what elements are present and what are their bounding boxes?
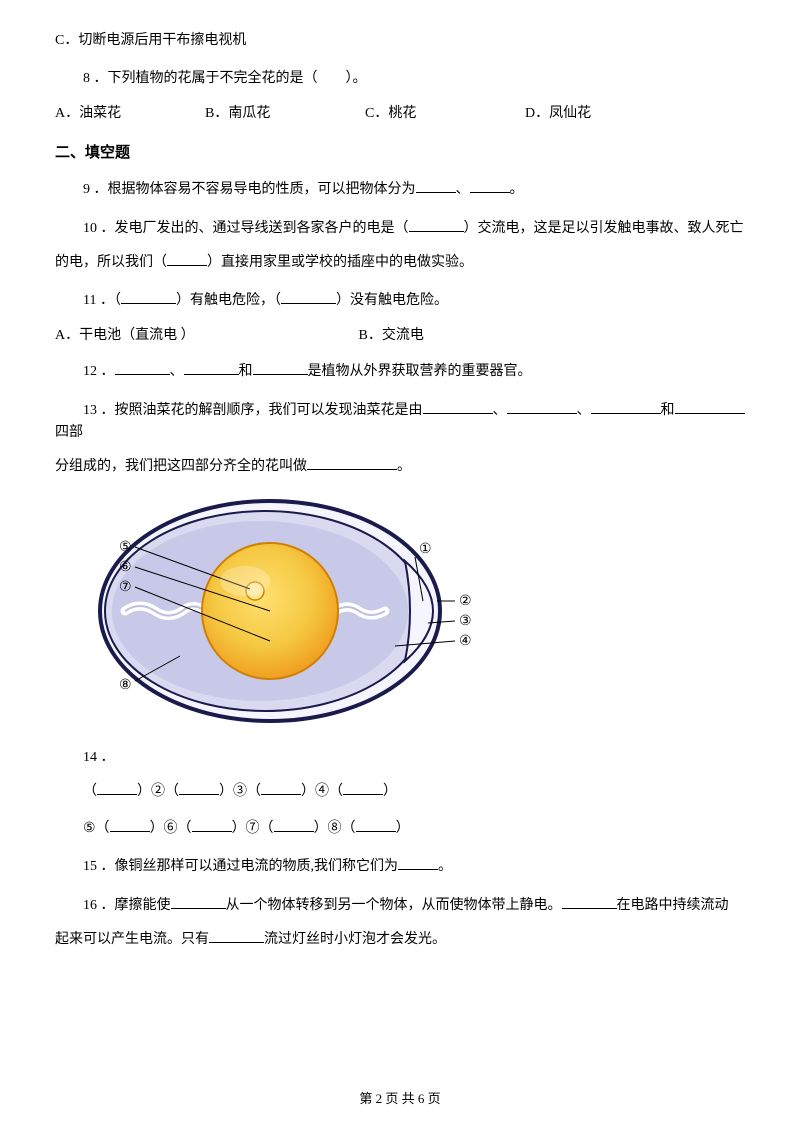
egg-label-1: ①	[419, 542, 432, 557]
q10-line2: 的电，所以我们（ ）直接用家里或学校的插座中的电做实验。	[55, 252, 745, 274]
egg-label-6: ⑥	[119, 560, 132, 575]
section-2-title: 二、填空题	[55, 141, 745, 165]
q10-p2: ）交流电，这是足以引发触电事故、致人死亡	[464, 221, 744, 236]
q14-blank-1[interactable]	[97, 781, 137, 795]
q11-p3: ）没有触电危险。	[336, 293, 448, 308]
egg-diagram: ⑤ ⑥ ⑦ ⑧ ① ② ③ ④	[85, 491, 745, 739]
q15: 15 ．像铜丝那样可以通过电流的物质,我们称它们为 。	[55, 856, 745, 878]
q12: 12 ． 、 和 是植物从外界获取营养的重要器官。	[55, 361, 745, 383]
q13-blank-2[interactable]	[507, 400, 577, 414]
q8-opt-c: C．桃花	[365, 103, 525, 125]
q11-opt-b: B．交流电	[359, 325, 424, 347]
q13-line1: 13 ．按照油菜花的解剖顺序，我们可以发现油菜花是由 、 、 和四部	[55, 400, 745, 445]
q11-opt-a: A．干电池（直流电 ）	[55, 325, 355, 347]
egg-svg: ⑤ ⑥ ⑦ ⑧ ① ② ③ ④	[85, 491, 475, 731]
q13-s2: 、	[577, 403, 591, 418]
q15-blank[interactable]	[398, 856, 438, 870]
q14-blank-5[interactable]	[110, 818, 150, 832]
q14-blank-4[interactable]	[343, 781, 383, 795]
page-footer: 第 2 页 共 6 页	[0, 1089, 800, 1110]
q10-p3: 的电，所以我们（	[55, 255, 167, 270]
q9-pre: 9 ．根据物体容易不容易导电的性质，可以把物体分为	[83, 182, 416, 197]
q10-line1: 10 ．发电厂发出的、通过导线送到各家各户的电是（ ）交流电，这是足以引发触电事故…	[55, 218, 745, 240]
q8-stem: 8 ．下列植物的花属于不完全花的是（ ）。	[55, 68, 745, 90]
q8-options: A．油菜花 B．南瓜花 C．桃花 D．凤仙花	[55, 103, 745, 125]
q14-line2: ⑤（）⑥（）⑦（）⑧（）	[83, 818, 745, 840]
q10-blank-2[interactable]	[167, 252, 207, 266]
q16-blank-3[interactable]	[209, 929, 264, 943]
q12-blank-2[interactable]	[184, 361, 239, 375]
q14-num: 14 ．	[55, 747, 745, 769]
egg-label-8: ⑧	[119, 678, 132, 693]
egg-label-5: ⑤	[119, 540, 132, 555]
q12-p1: 12 ．	[83, 364, 115, 379]
q8-opt-d: D．凤仙花	[525, 103, 591, 125]
egg-label-7: ⑦	[119, 580, 132, 595]
q14-blank-8[interactable]	[356, 818, 396, 832]
q16-p2: 从一个物体转移到另一个物体，从而使物体带上静电。	[226, 898, 562, 913]
q11-blank-2[interactable]	[281, 290, 336, 304]
q16-p1: 16 ．摩擦能使	[83, 898, 171, 913]
q15-p2: 。	[438, 859, 452, 874]
egg-label-3: ③	[459, 614, 472, 629]
q13-blank-1[interactable]	[423, 400, 493, 414]
q16-line2: 起来可以产生电流。只有 流过灯丝时小灯泡才会发光。	[55, 929, 745, 951]
q11-p2: ）有触电危险，（	[176, 293, 281, 308]
q16-p3: 在电路中持续流动	[617, 898, 729, 913]
q11-blank-1[interactable]	[121, 290, 176, 304]
q14-blank-7[interactable]	[274, 818, 314, 832]
q9-blank-2[interactable]	[470, 179, 510, 193]
q13-p1: 13 ．按照油菜花的解剖顺序，我们可以发现油菜花是由	[83, 403, 423, 418]
q13-line2: 分组成的，我们把这四部分齐全的花叫做 。	[55, 456, 745, 478]
q14-blank-2[interactable]	[179, 781, 219, 795]
q13-s1: 、	[493, 403, 507, 418]
q16-blank-1[interactable]	[171, 895, 226, 909]
q10-p1: 10 ．发电厂发出的、通过导线送到各家各户的电是（	[83, 221, 409, 236]
q12-mid: 和	[239, 364, 253, 379]
q14-blank-3[interactable]	[261, 781, 301, 795]
q16-line1: 16 ．摩擦能使 从一个物体转移到另一个物体，从而使物体带上静电。 在电路中持续流动	[55, 895, 745, 917]
q13-and: 和	[661, 403, 675, 418]
q12-post: 是植物从外界获取营养的重要器官。	[308, 364, 532, 379]
q11-options: A．干电池（直流电 ） B．交流电	[55, 325, 745, 347]
q8-opt-b: B．南瓜花	[205, 103, 365, 125]
egg-label-2: ②	[459, 594, 472, 609]
q11-p1: 11 ．（	[83, 293, 121, 308]
q13-blank-5[interactable]	[307, 456, 397, 470]
q16-blank-2[interactable]	[562, 895, 617, 909]
q8-opt-a: A．油菜花	[55, 103, 205, 125]
q16-p4: 起来可以产生电流。只有	[55, 932, 209, 947]
q13-p2: 四部	[55, 425, 83, 440]
q13-blank-4[interactable]	[675, 400, 745, 414]
q9-blank-1[interactable]	[416, 179, 456, 193]
q14-line1: （）②（）③（）④（）	[83, 781, 745, 803]
q16-p5: 流过灯丝时小灯泡才会发光。	[264, 932, 446, 947]
q12-blank-3[interactable]	[253, 361, 308, 375]
egg-label-4: ④	[459, 634, 472, 649]
q9-post: 。	[510, 182, 524, 197]
q13-p3: 分组成的，我们把这四部分齐全的花叫做	[55, 459, 307, 474]
q9-sep: 、	[456, 182, 470, 197]
q10-p4: ）直接用家里或学校的插座中的电做实验。	[207, 255, 473, 270]
q9: 9 ．根据物体容易不容易导电的性质，可以把物体分为 、 。	[55, 179, 745, 201]
q13-p4: 。	[397, 459, 411, 474]
q15-p1: 15 ．像铜丝那样可以通过电流的物质,我们称它们为	[83, 859, 398, 874]
q10-blank-1[interactable]	[409, 218, 464, 232]
q11: 11 ．（ ）有触电危险，（ ）没有触电危险。	[55, 290, 745, 312]
q12-s1: 、	[170, 364, 184, 379]
q13-blank-3[interactable]	[591, 400, 661, 414]
q7-option-c: C．切断电源后用干布擦电视机	[55, 30, 745, 52]
q14-blank-6[interactable]	[192, 818, 232, 832]
yolk-highlight	[220, 566, 270, 596]
q12-blank-1[interactable]	[115, 361, 170, 375]
